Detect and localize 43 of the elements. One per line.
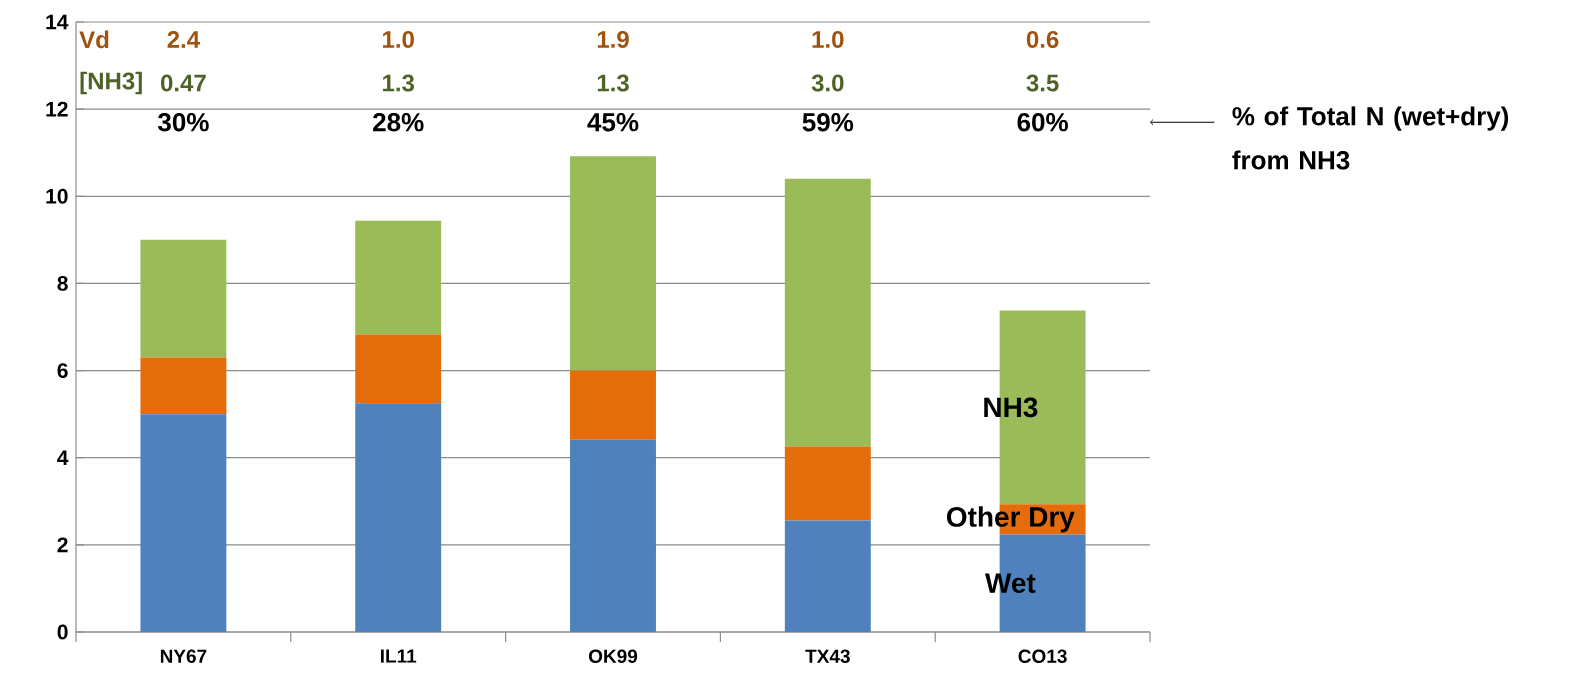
annotation: 30% — [157, 112, 209, 132]
annotation: 3.0 — [811, 74, 844, 92]
bar — [140, 239, 227, 358]
y-tick-label: 2 — [57, 537, 68, 553]
bar — [570, 439, 656, 632]
annotation: 3.5 — [1026, 74, 1059, 92]
annotation: Vd — [79, 30, 109, 49]
bar — [355, 220, 442, 335]
annotation: 0.47 — [161, 74, 206, 92]
annotation: 1.3 — [597, 74, 629, 92]
annotation: 45% — [587, 113, 639, 132]
annotation: 59% — [802, 113, 854, 132]
bar — [784, 178, 871, 447]
y-tick-label: 8 — [57, 275, 68, 291]
y-tick-label: 14 — [46, 14, 69, 30]
bar — [355, 403, 442, 632]
x-tick-label: IL11 — [380, 649, 417, 663]
bar — [140, 414, 227, 632]
y-tick-label: 4 — [57, 450, 69, 465]
annotation: [NH3] — [80, 71, 142, 95]
annotation: 1.0 — [383, 30, 414, 48]
annotation: 2.4 — [167, 31, 200, 48]
y-tick-label: 10 — [46, 188, 68, 204]
bar — [784, 446, 871, 521]
y-tick-label: 0 — [57, 624, 68, 640]
bar — [355, 334, 442, 404]
annotation: 1.3 — [383, 74, 415, 92]
bar — [140, 357, 227, 415]
annotation: 1.0 — [812, 30, 844, 48]
annotation: 60% — [1017, 113, 1068, 132]
bar — [570, 156, 656, 371]
y-tick-label: 12 — [46, 101, 68, 117]
bar — [570, 370, 656, 440]
x-tick-label: OK99 — [588, 649, 638, 663]
text: % of Total N (wet+dry) from NH3 — [1232, 106, 1509, 170]
x-tick-label: CO13 — [1018, 649, 1067, 664]
x-tick-label: NY67 — [160, 649, 207, 663]
annotation: 1.9 — [597, 30, 629, 48]
y-tick-label: 6 — [57, 363, 68, 378]
annotation: 0.6 — [1026, 30, 1059, 48]
annotation: 28% — [373, 113, 424, 132]
x-tick-label: TX43 — [805, 649, 850, 664]
bar — [784, 520, 871, 632]
